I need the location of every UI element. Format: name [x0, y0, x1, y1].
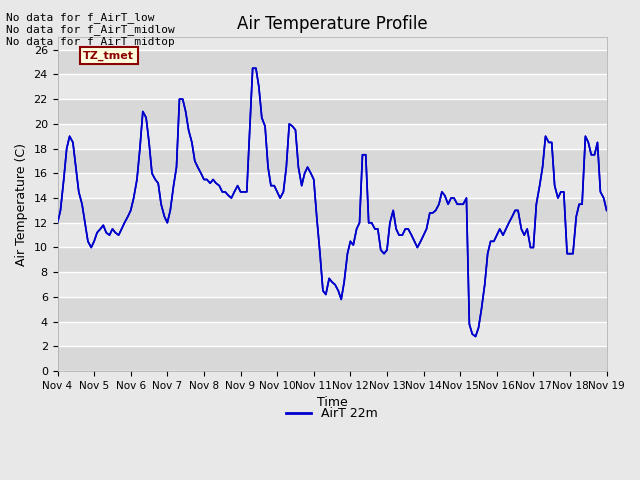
Bar: [58, 272, 607, 297]
Text: No data for f_AirT_midlow: No data for f_AirT_midlow: [6, 24, 175, 35]
Bar: [58, 50, 607, 74]
Text: TZ_tmet: TZ_tmet: [83, 50, 134, 60]
Legend: AirT 22m: AirT 22m: [281, 402, 383, 425]
Y-axis label: Air Temperature (C): Air Temperature (C): [15, 143, 28, 266]
Bar: [58, 198, 607, 223]
Bar: [58, 322, 607, 347]
Title: Air Temperature Profile: Air Temperature Profile: [237, 15, 428, 33]
Bar: [58, 124, 607, 149]
Bar: [58, 173, 607, 198]
Bar: [58, 149, 607, 173]
Bar: [58, 223, 607, 248]
Bar: [58, 248, 607, 272]
Bar: [58, 297, 607, 322]
Text: No data for f_AirT_midtop: No data for f_AirT_midtop: [6, 36, 175, 47]
Bar: [58, 99, 607, 124]
X-axis label: Time: Time: [317, 396, 348, 409]
Text: No data for f_AirT_low: No data for f_AirT_low: [6, 12, 155, 23]
Bar: [58, 347, 607, 371]
Bar: [58, 74, 607, 99]
